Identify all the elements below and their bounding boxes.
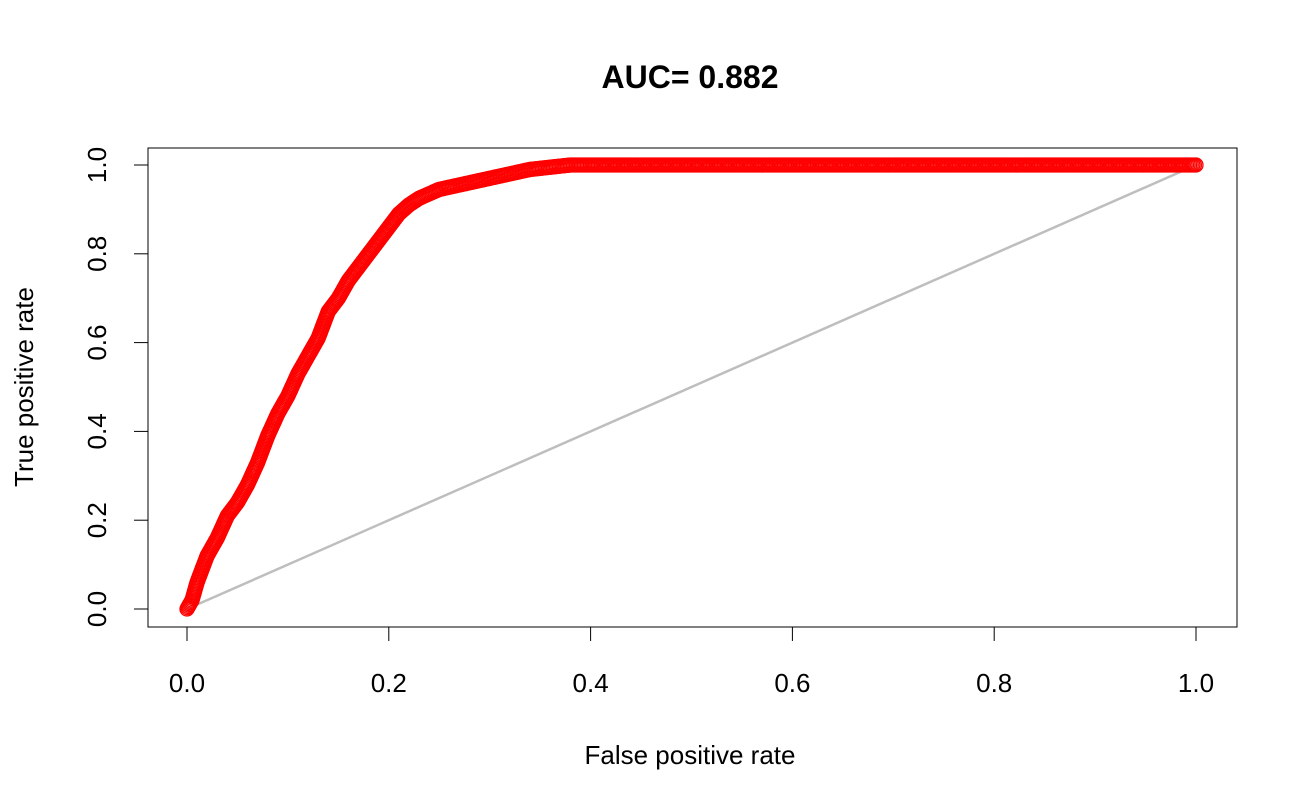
x-axis: 0.0 0.2 0.4 0.6 0.8 1.0 bbox=[169, 626, 1214, 698]
y-tick-label: 0.2 bbox=[82, 502, 112, 538]
x-tick-label: 0.0 bbox=[169, 668, 205, 698]
x-tick-label: 1.0 bbox=[1178, 668, 1214, 698]
x-tick-label: 0.4 bbox=[573, 668, 609, 698]
y-axis-label: True positive rate bbox=[9, 287, 39, 487]
chance-diagonal-line bbox=[186, 163, 1197, 611]
x-tick-label: 0.2 bbox=[371, 668, 407, 698]
roc-curve-layer bbox=[179, 157, 1204, 617]
roc-point bbox=[1188, 157, 1204, 173]
y-tick-label: 0.6 bbox=[82, 325, 112, 361]
y-tick-label: 0.8 bbox=[82, 236, 112, 272]
y-tick-label: 0.4 bbox=[82, 413, 112, 449]
y-axis: 0.0 0.2 0.4 0.6 0.8 1.0 bbox=[82, 147, 149, 627]
chance-line-layer bbox=[186, 163, 1197, 611]
x-axis-label: False positive rate bbox=[585, 740, 796, 770]
x-tick-label: 0.6 bbox=[774, 668, 810, 698]
chart-title: AUC= 0.882 bbox=[602, 59, 779, 95]
x-tick-label: 0.8 bbox=[976, 668, 1012, 698]
y-tick-label: 1.0 bbox=[82, 147, 112, 183]
y-tick-label: 0.0 bbox=[82, 591, 112, 627]
